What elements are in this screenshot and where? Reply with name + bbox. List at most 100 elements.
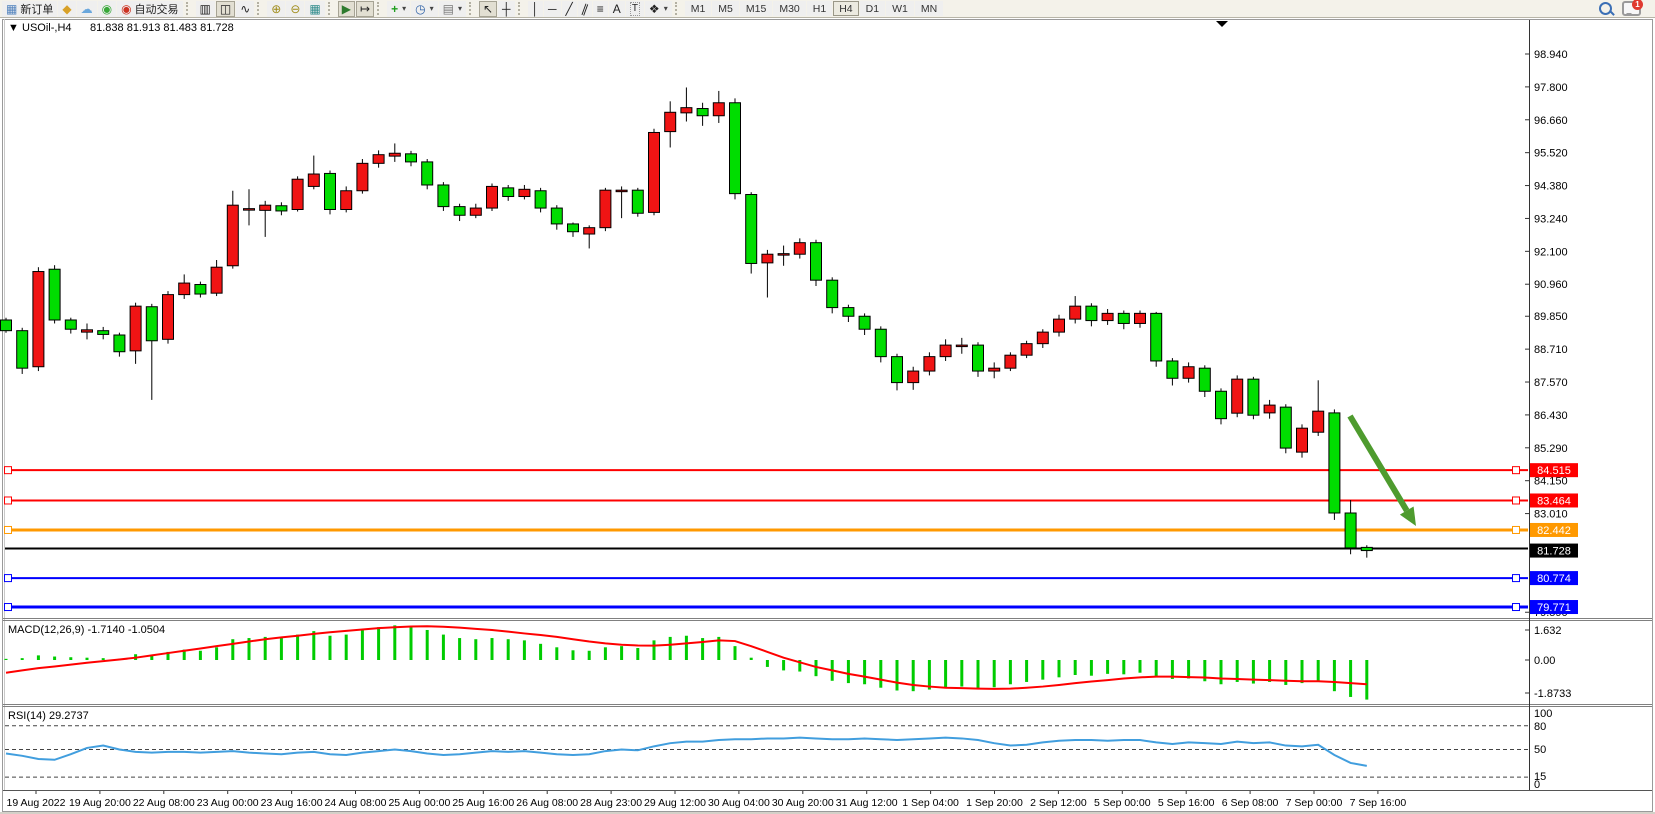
price-tag-84.515 (1530, 463, 1578, 478)
candle (1004, 354, 1017, 369)
candle (1328, 412, 1341, 514)
chart-title-marker[interactable]: ▼ (8, 22, 19, 34)
price-tick-label: 83.010 (1534, 509, 1568, 521)
timeframe-m15[interactable]: M15 (739, 1, 773, 16)
zoom-out-button[interactable]: ⊖ (286, 0, 305, 17)
candle (145, 306, 158, 342)
line-handle[interactable] (1512, 574, 1520, 583)
trendline-button[interactable]: ╱ (561, 0, 577, 17)
candle (1231, 378, 1244, 414)
candle (858, 315, 871, 330)
timeframe-h4[interactable]: H4 (833, 1, 859, 16)
notifications-bubble-icon[interactable]: 1 (1622, 0, 1643, 16)
line-handle[interactable] (4, 525, 12, 534)
main-toolbar: ▦ 新订单 ◆ ☁ ◉ ◉ 自动交易 ▥ ◫ ∿ ⊕ ⊖ ▦ ▶ ↦ + ▾ (0, 0, 1655, 18)
line-handle[interactable] (1512, 525, 1520, 534)
candle (1247, 378, 1260, 416)
timeframe-h1[interactable]: H1 (806, 1, 833, 16)
indicators-button[interactable]: + ▾ (387, 0, 411, 17)
time-axis-label: 28 Aug 23:00 (580, 797, 642, 809)
timeframe-m1[interactable]: M1 (684, 1, 712, 16)
candle (275, 205, 288, 212)
bar-chart-icon: ▥ (199, 1, 211, 16)
macd-signal-line (5, 625, 1367, 690)
candle (615, 189, 628, 193)
candle (567, 223, 579, 233)
profiles-button[interactable]: ◆ (58, 0, 76, 17)
price-tick-label: 92.100 (1534, 246, 1568, 258)
chart-shift-marker[interactable] (1216, 21, 1228, 27)
price-tag-text: 83.464 (1537, 495, 1571, 507)
candle (631, 189, 644, 214)
periods-button[interactable]: ◷ ▾ (411, 0, 438, 17)
candle (648, 131, 660, 213)
bar-chart-button[interactable]: ▥ (195, 0, 215, 17)
text-button[interactable]: A (608, 0, 625, 17)
profiles-icon: ◆ (62, 1, 72, 16)
cursor-button[interactable]: ↖ (478, 0, 498, 17)
cloud-button[interactable]: ☁ (76, 0, 97, 17)
price-tick-label: 90.960 (1534, 279, 1568, 291)
time-axis-label: 19 Aug 2022 (7, 797, 66, 809)
line-handle[interactable] (1512, 496, 1520, 505)
candle (664, 111, 677, 133)
timeframe-d1[interactable]: D1 (859, 1, 886, 16)
chart-shift-button[interactable]: ↦ (356, 0, 375, 17)
line-handle[interactable] (4, 574, 12, 583)
candle (48, 268, 61, 321)
candle (340, 190, 353, 211)
toolbar-grip (377, 2, 384, 15)
candle (0, 319, 12, 332)
horizontal-line-button[interactable]: ─ (544, 0, 561, 17)
crosshair-icon: ┼ (502, 1, 511, 16)
candle (81, 329, 93, 333)
candle (745, 193, 758, 264)
candle (1198, 367, 1211, 392)
search-icon[interactable] (1599, 2, 1612, 15)
toolbar-grip (517, 2, 525, 15)
notification-badge: 1 (1632, 0, 1643, 10)
trend-arrow-annotation[interactable] (1347, 414, 1416, 526)
line-handle[interactable] (4, 466, 12, 475)
signals-button[interactable]: ◉ (97, 0, 117, 17)
candle (939, 344, 952, 358)
auto-scroll-button[interactable]: ▶ (337, 0, 355, 17)
candle (194, 284, 207, 295)
line-handle[interactable] (4, 496, 12, 505)
auto-scroll-icon: ▶ (341, 1, 351, 16)
tile-windows-button[interactable]: ▦ (305, 0, 325, 17)
timeframe-m30[interactable]: M30 (773, 1, 806, 16)
vertical-line-button[interactable]: │ (527, 0, 544, 17)
line-handle[interactable] (1512, 466, 1520, 475)
timeframe-m5[interactable]: M5 (712, 1, 739, 16)
line-handle[interactable] (1512, 603, 1520, 612)
timeframe-mn[interactable]: MN (914, 1, 944, 16)
shapes-button[interactable]: ❖ ▾ (644, 0, 672, 17)
candle (226, 204, 239, 267)
window-border (2, 19, 1653, 812)
channel-icon: ∥ (579, 0, 590, 17)
candlestick-chart-button[interactable]: ◫ (215, 0, 236, 17)
timeframe-w1[interactable]: W1 (886, 1, 914, 16)
time-axis-label: 1 Sep 20:00 (966, 797, 1023, 809)
zoom-in-button[interactable]: ⊕ (267, 0, 286, 17)
crosshair-button[interactable]: ┼ (498, 0, 515, 17)
candle (891, 356, 903, 384)
candle (1344, 512, 1357, 549)
channel-button[interactable]: ∥ (577, 0, 592, 17)
candle (291, 178, 304, 211)
time-axis-label: 30 Aug 04:00 (708, 797, 770, 809)
candle (1263, 404, 1276, 414)
line-chart-button[interactable]: ∿ (236, 0, 255, 17)
text-label-button[interactable]: T (625, 0, 644, 17)
autotrade-button[interactable]: ◉ 自动交易 (117, 0, 183, 17)
rsi-axis-label: 15 (1534, 771, 1546, 783)
new-order-button[interactable]: ▦ 新订单 (2, 0, 58, 17)
candle (210, 266, 223, 294)
templates-button[interactable]: ▤ ▾ (438, 0, 466, 17)
line-handle[interactable] (4, 603, 12, 612)
text-icon: A (612, 1, 621, 16)
fibonacci-button[interactable]: ≡ (592, 0, 608, 17)
